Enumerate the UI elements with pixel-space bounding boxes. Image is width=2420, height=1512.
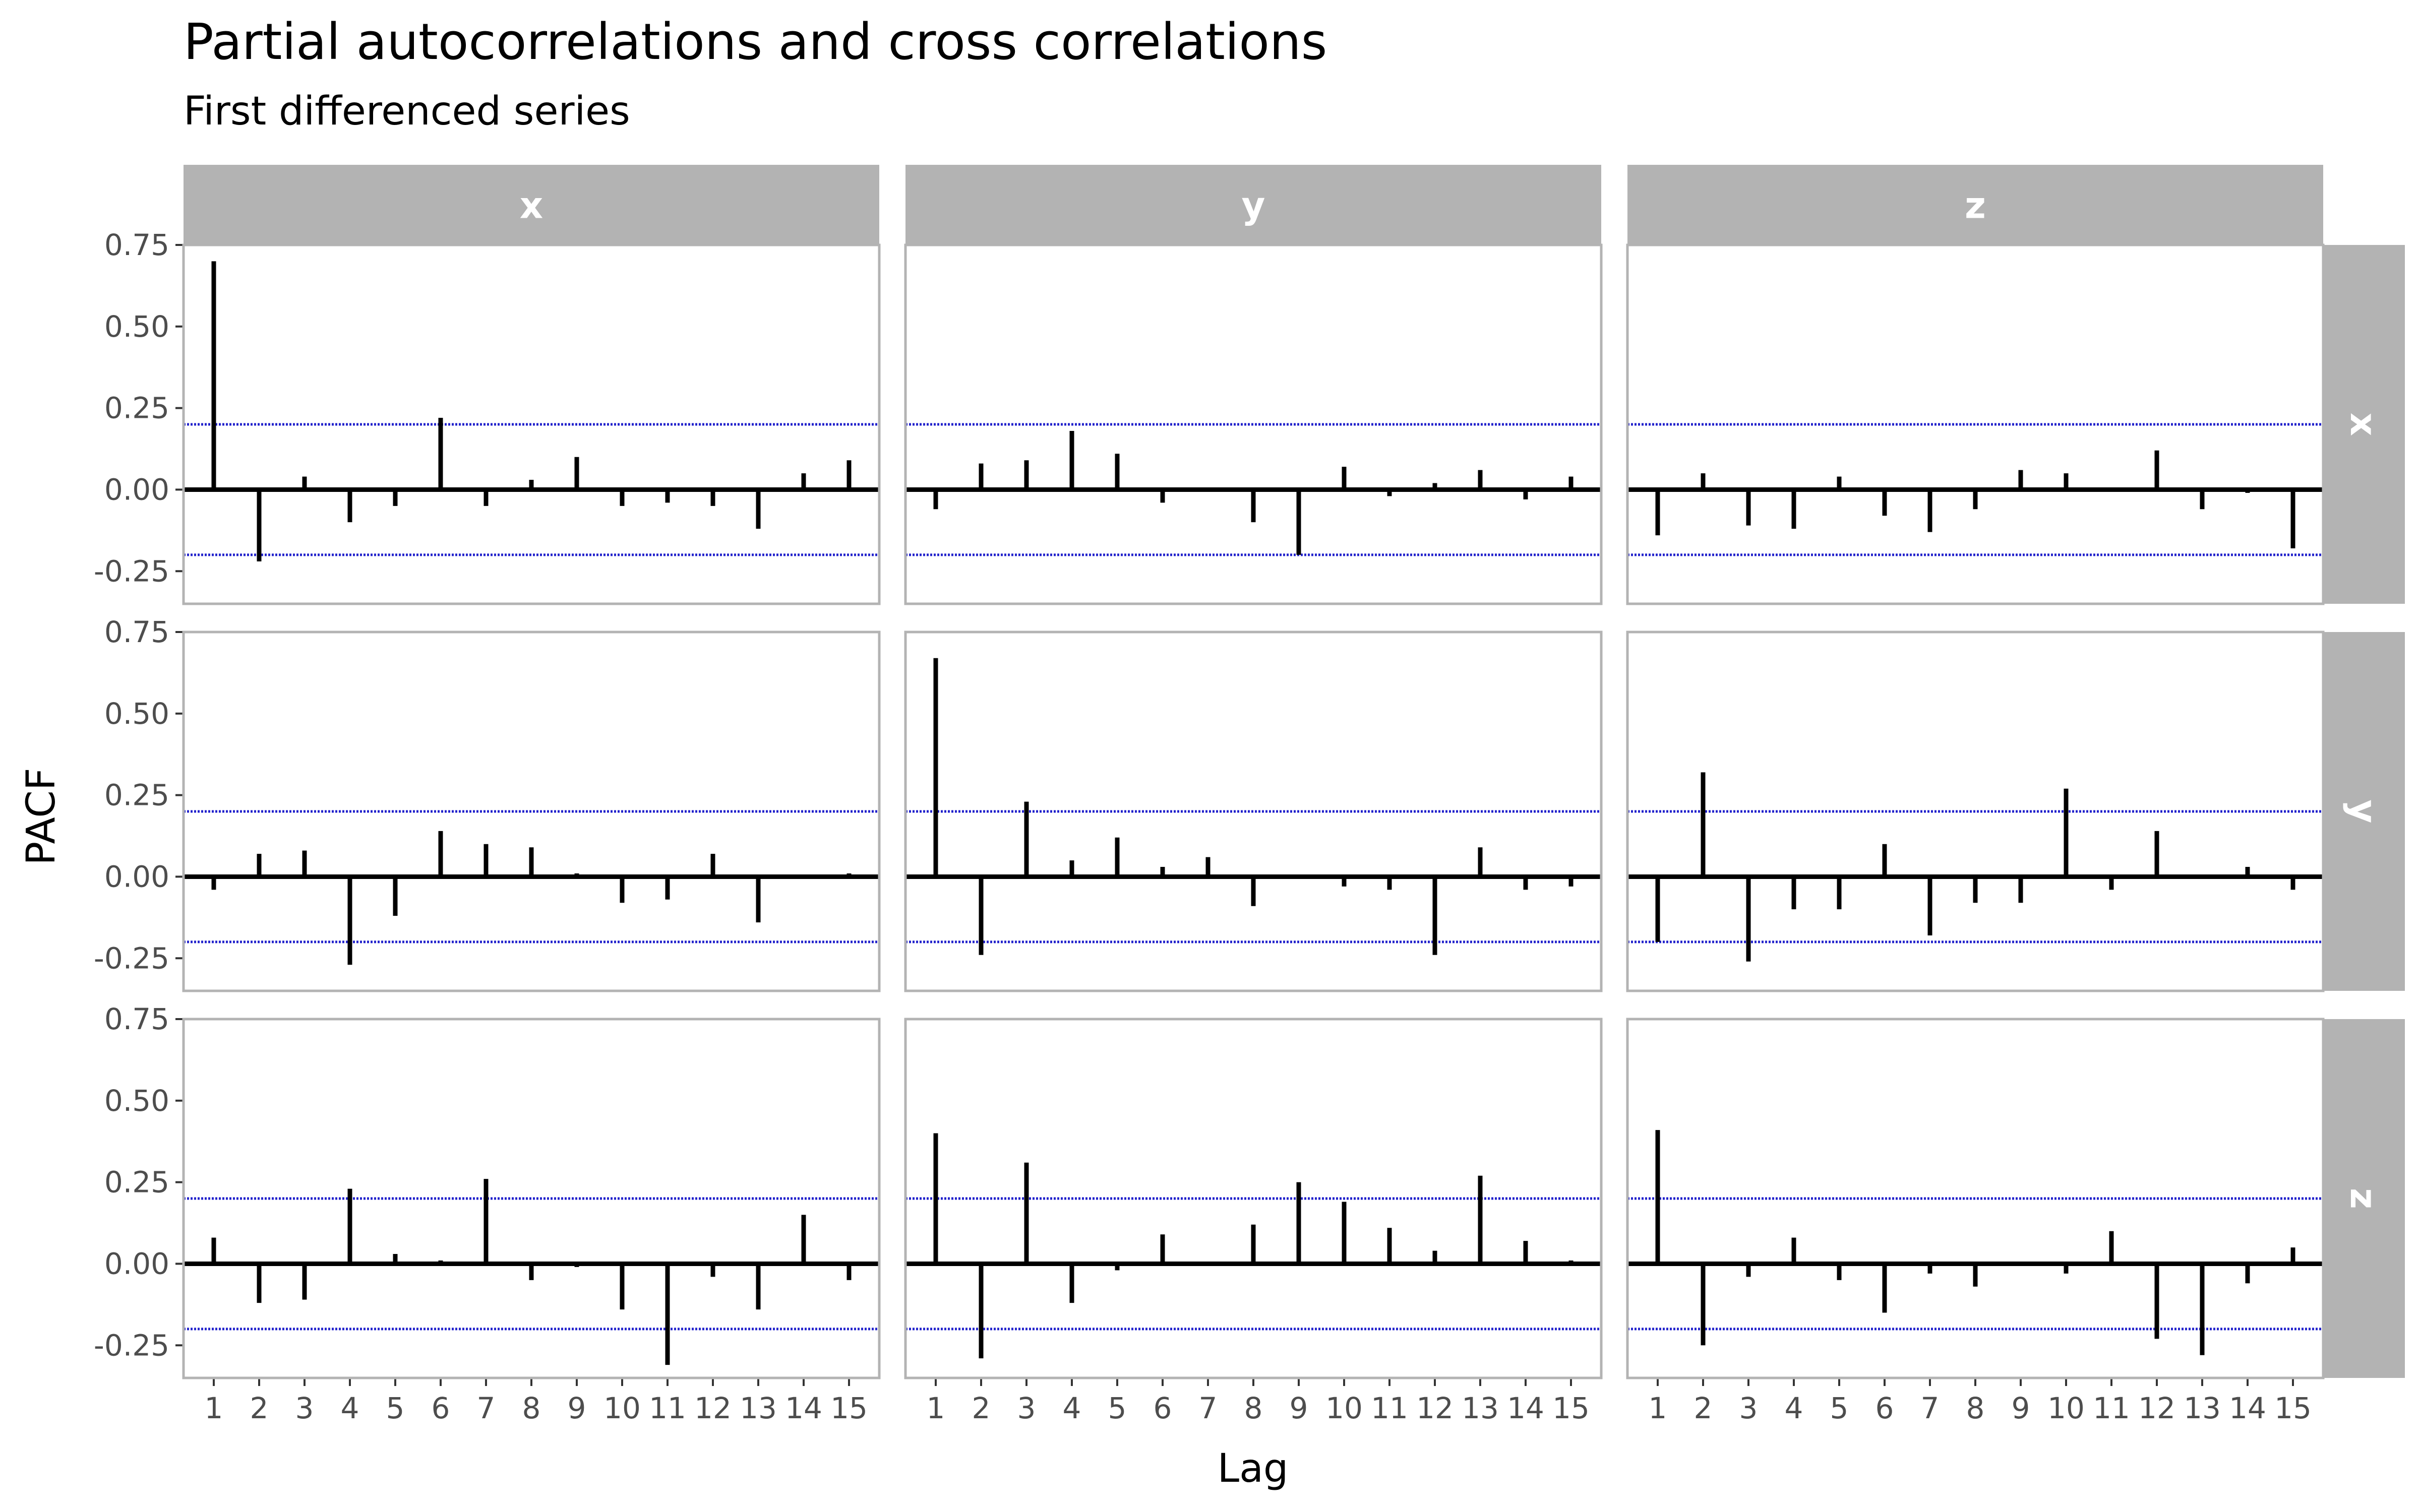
x-tick-label: 3 bbox=[295, 1391, 314, 1425]
x-tick-label: 4 bbox=[1785, 1391, 1803, 1425]
y-tick-label: 0.50 bbox=[104, 309, 169, 344]
y-tick-label: 0.00 bbox=[104, 472, 169, 507]
x-tick-label: 9 bbox=[2012, 1391, 2030, 1425]
y-tick-label: -0.25 bbox=[94, 554, 169, 588]
panel-border bbox=[1626, 1018, 2325, 1379]
x-tick-label: 4 bbox=[1063, 1391, 1081, 1425]
x-tick-label: 10 bbox=[1325, 1391, 1363, 1425]
x-tick-label: 4 bbox=[341, 1391, 359, 1425]
x-tick-label: 10 bbox=[2047, 1391, 2085, 1425]
y-tick-label: 0.00 bbox=[104, 1246, 169, 1281]
x-tick-label: 6 bbox=[1876, 1391, 1894, 1425]
x-tick-label: 6 bbox=[432, 1391, 450, 1425]
x-tick-label: 7 bbox=[477, 1391, 496, 1425]
x-tick-label: 2 bbox=[1694, 1391, 1713, 1425]
x-tick-label: 2 bbox=[250, 1391, 269, 1425]
row-strip-label: x bbox=[2342, 413, 2385, 436]
x-tick-label: 3 bbox=[1739, 1391, 1758, 1425]
panel-border bbox=[182, 1018, 881, 1379]
y-tick-label: -0.25 bbox=[94, 1328, 169, 1362]
x-tick-label: 1 bbox=[205, 1391, 223, 1425]
panel-border bbox=[904, 243, 1603, 605]
row-strip-label: y bbox=[2342, 800, 2385, 824]
panel-border bbox=[182, 631, 881, 992]
x-tick-label: 11 bbox=[1371, 1391, 1408, 1425]
row-strip bbox=[2322, 632, 2405, 991]
x-tick-label: 9 bbox=[1290, 1391, 1308, 1425]
y-tick-label: 0.75 bbox=[104, 228, 169, 262]
x-tick-label: 14 bbox=[1507, 1391, 1544, 1425]
x-tick-label: 12 bbox=[2138, 1391, 2175, 1425]
x-tick-label: 15 bbox=[830, 1391, 868, 1425]
y-axis-title: PACF bbox=[19, 768, 64, 865]
x-tick-label: 5 bbox=[1108, 1391, 1127, 1425]
panel-border bbox=[904, 631, 1603, 992]
column-strip-label: z bbox=[1965, 184, 1986, 227]
x-tick-label: 11 bbox=[2093, 1391, 2130, 1425]
y-tick-label: -0.25 bbox=[94, 941, 169, 975]
chart-title: Partial autocorrelations and cross corre… bbox=[184, 13, 1327, 71]
column-strip-label: y bbox=[1242, 184, 1265, 227]
x-axis-title: Lag bbox=[1218, 1446, 1289, 1491]
row-strip bbox=[2322, 1019, 2405, 1378]
x-tick-label: 1 bbox=[927, 1391, 945, 1425]
x-tick-label: 6 bbox=[1154, 1391, 1172, 1425]
column-strip bbox=[184, 165, 879, 245]
x-tick-label: 15 bbox=[2274, 1391, 2312, 1425]
x-tick-label: 8 bbox=[522, 1391, 541, 1425]
x-tick-label: 15 bbox=[1552, 1391, 1590, 1425]
x-tick-label: 1 bbox=[1649, 1391, 1667, 1425]
x-tick-label: 14 bbox=[785, 1391, 822, 1425]
x-tick-label: 5 bbox=[386, 1391, 405, 1425]
x-tick-label: 7 bbox=[1199, 1391, 1218, 1425]
panel-border bbox=[1626, 631, 2325, 992]
x-tick-label: 12 bbox=[1416, 1391, 1454, 1425]
x-tick-label: 2 bbox=[972, 1391, 991, 1425]
y-tick-label: 0.50 bbox=[104, 697, 169, 731]
row-strip-label: z bbox=[2342, 1188, 2385, 1209]
x-tick-label: 9 bbox=[568, 1391, 586, 1425]
facet-panels: x y z x y z 0.75 0.50 0.25 0.00 -0.25 0.75 0.50 0.25 0… bbox=[94, 165, 2405, 1425]
x-tick-label: 13 bbox=[1462, 1391, 1499, 1425]
x-tick-label: 11 bbox=[649, 1391, 686, 1425]
x-tick-label: 13 bbox=[2184, 1391, 2221, 1425]
x-tick-label: 8 bbox=[1244, 1391, 1263, 1425]
y-tick-label: 0.00 bbox=[104, 859, 169, 894]
column-strip-label: x bbox=[520, 184, 543, 227]
x-tick-label: 3 bbox=[1017, 1391, 1036, 1425]
panel-border bbox=[182, 243, 881, 605]
y-tick-label: 0.75 bbox=[104, 1002, 169, 1036]
panel-border bbox=[1626, 243, 2325, 605]
column-strip bbox=[905, 165, 1601, 245]
y-tick-label: 0.75 bbox=[104, 615, 169, 649]
y-tick-label: 0.25 bbox=[104, 778, 169, 812]
x-tick-label: 5 bbox=[1830, 1391, 1849, 1425]
chart-subtitle: First differenced series bbox=[184, 89, 630, 134]
panel-border bbox=[904, 1018, 1603, 1379]
row-strip bbox=[2322, 245, 2405, 604]
y-tick-label: 0.25 bbox=[104, 1165, 169, 1200]
y-tick-label: 0.25 bbox=[104, 391, 169, 425]
x-tick-label: 12 bbox=[694, 1391, 732, 1425]
x-tick-label: 13 bbox=[740, 1391, 777, 1425]
x-tick-label: 10 bbox=[603, 1391, 641, 1425]
x-tick-label: 7 bbox=[1921, 1391, 1940, 1425]
y-tick-label: 0.50 bbox=[104, 1084, 169, 1118]
x-tick-label: 14 bbox=[2229, 1391, 2266, 1425]
x-tick-label: 8 bbox=[1966, 1391, 1985, 1425]
column-strip bbox=[1627, 165, 2323, 245]
